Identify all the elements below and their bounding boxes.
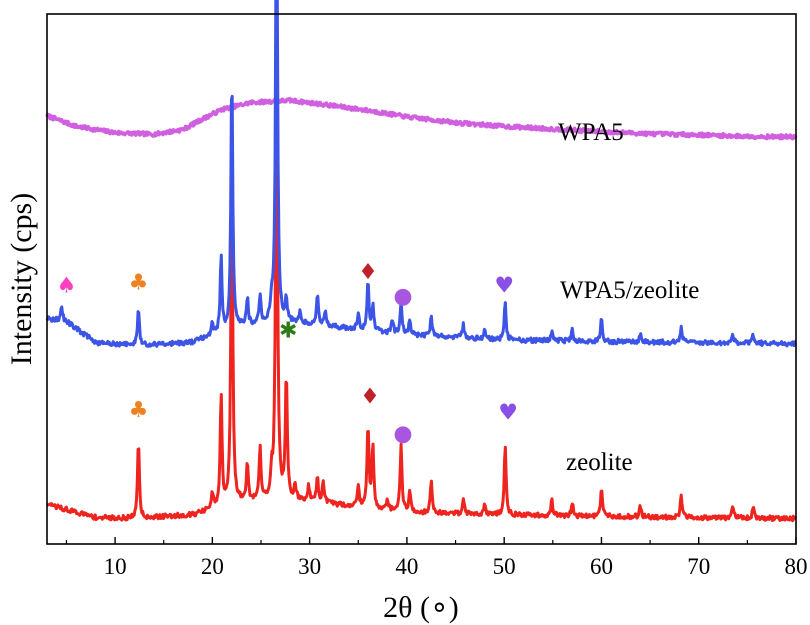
x-tick-label-70: 70 xyxy=(687,554,710,579)
x-axis-title: 2θ (∘) xyxy=(383,591,459,624)
marker-heart-wpa5-zeolite: ♥ xyxy=(494,273,514,298)
x-tick-label-80: 80 xyxy=(785,554,808,579)
marker-club-zeolite: ♣ xyxy=(129,398,149,423)
series-label-zeolite: zeolite xyxy=(566,449,633,476)
marker-spade-wpa5-zeolite: ♠ xyxy=(57,273,77,298)
marker-heart-zeolite: ♥ xyxy=(498,400,518,425)
series-line-wpa5-zeolite xyxy=(45,0,797,348)
x-tick-label-50: 50 xyxy=(493,554,516,579)
plot-area xyxy=(45,0,798,523)
series-line-wpa5 xyxy=(45,96,798,141)
axes-frame xyxy=(46,13,797,545)
series-line-zeolite xyxy=(46,4,797,523)
marker-circle-wpa5-zeolite: ● xyxy=(393,284,412,309)
marker-asterisk-zeolite: ✱ xyxy=(279,318,297,343)
marker-circle-zeolite: ● xyxy=(393,422,412,447)
x-tick-label-30: 30 xyxy=(298,554,321,579)
series-label-wpa5: WPA5 xyxy=(558,119,624,146)
x-tick-label-10: 10 xyxy=(104,554,127,579)
y-axis-title: Intensity (cps) xyxy=(5,193,38,365)
series-labels: WPA5 WPA5/zeolite zeolite xyxy=(558,119,699,476)
marker-diamond-wpa5-zeolite: ♦ xyxy=(358,260,378,285)
marker-diamond-zeolite: ♦ xyxy=(360,385,380,410)
peak-markers: ♠ ♣ ♦ ● ♥ ♣ ✱ ♦ ● ♥ xyxy=(57,260,518,447)
series-label-wpa5-zeolite: WPA5/zeolite xyxy=(560,277,699,304)
x-tick-label-60: 60 xyxy=(590,554,613,579)
x-tick-label-20: 20 xyxy=(201,554,224,579)
x-tick-label-40: 40 xyxy=(395,554,418,579)
x-axis-ticks: 10 20 30 40 50 60 70 80 xyxy=(65,537,808,579)
marker-club-wpa5-zeolite: ♣ xyxy=(129,271,149,296)
